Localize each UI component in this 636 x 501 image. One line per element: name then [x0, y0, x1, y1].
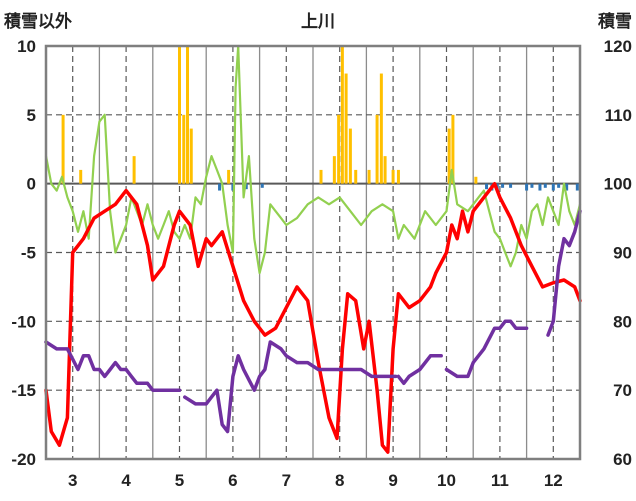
plot-frame — [44, 44, 582, 461]
precipitation-bars — [61, 46, 579, 191]
negative_bars-bar — [525, 183, 529, 191]
right-tick-label: 60 — [613, 450, 632, 469]
x-tick-label: 9 — [388, 471, 397, 490]
chart-title: 上川 — [301, 12, 335, 31]
right-axis-label: 積雪 — [598, 11, 632, 31]
precipitation-bar — [132, 156, 136, 184]
left-tick-label: -15 — [11, 381, 36, 400]
left-tick-label: 0 — [27, 175, 36, 194]
right-tick-label: 80 — [613, 312, 632, 331]
axis-ticks: 10 5 0 -5 -10 -15 -20 120 110 100 90 80 70 60 3 4 5 6 7 8 9 1… — [11, 37, 632, 490]
negative_bars-bar — [557, 183, 561, 188]
precipitation-bar — [447, 128, 451, 184]
left-tick-label: -5 — [21, 244, 36, 263]
left-tick-label: 5 — [27, 106, 36, 125]
precipitation-bar — [383, 156, 387, 184]
precipitation-bar — [79, 169, 83, 184]
precipitation-bar — [332, 156, 336, 184]
daily_change-line — [44, 44, 582, 275]
x-tick-label: 7 — [282, 471, 291, 490]
precipitation-bar — [375, 114, 379, 184]
x-tick-label: 3 — [68, 471, 77, 490]
negative_bars-bar — [538, 183, 542, 191]
precipitation-bar — [451, 114, 455, 184]
precipitation-bar — [337, 114, 341, 184]
right-tick-label: 110 — [605, 106, 632, 125]
negative_bars-bar — [575, 183, 579, 191]
negative_bars-bar — [565, 183, 569, 191]
right-tick-label: 90 — [613, 244, 632, 263]
left-tick-label: -20 — [11, 450, 36, 469]
right-tick-label: 120 — [604, 37, 632, 56]
negative_bars-bar — [244, 183, 248, 190]
precipitation-bar — [348, 128, 352, 184]
precipitation-bar — [61, 114, 65, 184]
precipitation-bar — [340, 46, 344, 184]
precipitation-bar — [344, 73, 348, 184]
snow_depth-line — [44, 340, 182, 392]
negative_bars-bar — [530, 183, 534, 188]
precipitation-bar — [354, 169, 358, 184]
x-tick-label: 8 — [335, 471, 344, 490]
x-tick-label: 6 — [228, 471, 237, 490]
left-axis-label: 積雪以外 — [4, 11, 72, 31]
precipitation-bar — [186, 46, 190, 184]
precipitation-bar — [189, 128, 193, 184]
precipitation-bar — [379, 73, 383, 184]
negative_bars-bar — [260, 183, 264, 188]
precipitation-bar — [396, 169, 400, 184]
precipitation-bar — [178, 46, 181, 184]
precipitation-bar — [474, 176, 478, 184]
precipitation-bar — [182, 114, 186, 184]
precipitation-bar — [227, 169, 231, 184]
snow_depth-line — [546, 209, 582, 337]
x-tick-label: 4 — [121, 471, 131, 490]
snow_depth-line — [444, 319, 529, 379]
x-tick-label: 12 — [544, 471, 563, 490]
negative_bars-bar — [501, 183, 505, 188]
snow_depth-line — [396, 354, 443, 386]
negative_bars-bar — [485, 183, 489, 190]
right-tick-label: 70 — [613, 381, 632, 400]
right-tick-label: 100 — [604, 175, 632, 194]
negative_bars-bar — [551, 183, 555, 191]
negative_bars-bar — [218, 183, 222, 191]
temperature-line — [44, 181, 582, 454]
precipitation-bar — [319, 169, 323, 184]
precipitation-bar — [367, 169, 371, 184]
negative_bars-bar — [509, 183, 513, 188]
series-lines — [44, 44, 582, 454]
x-tick-label: 5 — [175, 471, 184, 490]
negative_bars-bar — [543, 183, 547, 188]
left-tick-label: -10 — [11, 312, 36, 331]
x-tick-label: 10 — [437, 471, 456, 490]
precipitation-bar — [391, 169, 395, 184]
left-tick-label: 10 — [17, 37, 36, 56]
snow_depth-line — [183, 340, 398, 434]
x-tick-label: 11 — [491, 471, 509, 490]
grid — [45, 46, 580, 459]
